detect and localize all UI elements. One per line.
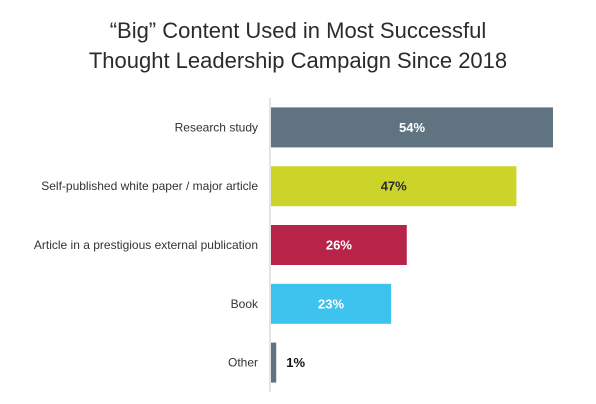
category-label: Self-published white paper / major artic… bbox=[41, 179, 258, 193]
chart-title-line-2: Thought Leadership Campaign Since 2018 bbox=[88, 48, 508, 73]
data-label: 26% bbox=[326, 238, 352, 253]
category-label: Research study bbox=[175, 120, 258, 134]
category-label: Book bbox=[231, 297, 259, 311]
bar bbox=[271, 107, 553, 148]
data-label: 54% bbox=[399, 120, 425, 135]
bar bbox=[271, 166, 517, 207]
bar bbox=[271, 225, 407, 265]
bar bbox=[271, 283, 392, 324]
category-label: Article in a prestigious external public… bbox=[34, 238, 258, 252]
chart-title: “Big” Content Used in Most Successful Th… bbox=[0, 16, 596, 76]
category-label: Other bbox=[228, 356, 258, 370]
bar bbox=[271, 342, 277, 383]
data-label: 23% bbox=[318, 296, 344, 311]
chart-title-line-1: “Big” Content Used in Most Successful bbox=[109, 18, 487, 43]
data-label: 47% bbox=[381, 179, 407, 194]
data-label: 1% bbox=[286, 355, 305, 370]
